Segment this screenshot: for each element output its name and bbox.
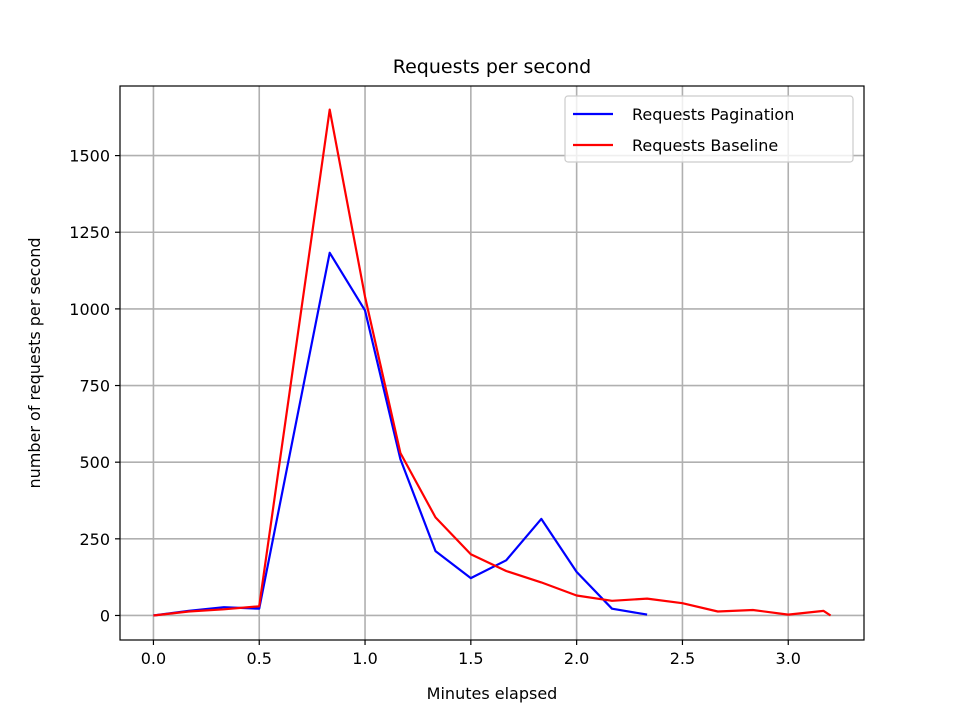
x-axis-title: Minutes elapsed bbox=[427, 684, 558, 703]
y-tick-label: 1500 bbox=[69, 147, 110, 166]
y-tick-label: 250 bbox=[79, 530, 110, 549]
x-tick-label: 1.5 bbox=[458, 649, 483, 668]
x-tick-label: 3.0 bbox=[776, 649, 801, 668]
series-line-2 bbox=[153, 108, 832, 617]
x-tick-label: 0.5 bbox=[247, 649, 272, 668]
grid bbox=[120, 86, 864, 640]
series-lines bbox=[153, 108, 832, 617]
chart-title: Requests per second bbox=[393, 56, 591, 78]
y-tick-label: 0 bbox=[100, 606, 110, 625]
x-tick-label: 2.5 bbox=[670, 649, 695, 668]
y-tick-label: 1000 bbox=[69, 300, 110, 319]
legend-box bbox=[564, 95, 854, 163]
legend-label-1: Requests Pagination bbox=[632, 105, 794, 124]
x-tick-label: 0.0 bbox=[141, 649, 166, 668]
x-tick-label: 1.0 bbox=[352, 649, 377, 668]
y-axis-title: number of requests per second bbox=[25, 237, 44, 488]
series-line-1 bbox=[153, 251, 648, 617]
axis-ticks: 0.0 0.5 1.0 1.5 2.0 2.5 3.0 0 250 500 750 1000 1250 1… bbox=[69, 147, 801, 668]
legend: Requests Pagination Requests Baseline bbox=[564, 95, 854, 163]
y-tick-label: 750 bbox=[79, 377, 110, 396]
y-tick-label: 1250 bbox=[69, 223, 110, 242]
y-tick-label: 500 bbox=[79, 453, 110, 472]
x-tick-label: 2.0 bbox=[564, 649, 589, 668]
plot-frame bbox=[119, 85, 865, 641]
legend-label-2: Requests Baseline bbox=[632, 136, 778, 155]
